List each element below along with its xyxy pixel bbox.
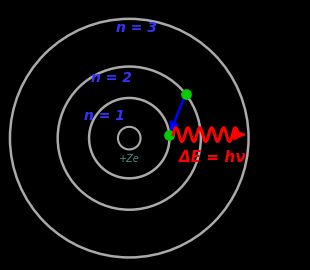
Point bbox=[183, 92, 188, 96]
Text: n = 3: n = 3 bbox=[116, 21, 157, 35]
Text: n = 1: n = 1 bbox=[84, 109, 125, 123]
Point bbox=[167, 133, 172, 137]
Text: +Ze: +Ze bbox=[119, 154, 140, 164]
Text: ΔE = hν: ΔE = hν bbox=[179, 150, 245, 165]
Text: n = 2: n = 2 bbox=[91, 71, 132, 85]
